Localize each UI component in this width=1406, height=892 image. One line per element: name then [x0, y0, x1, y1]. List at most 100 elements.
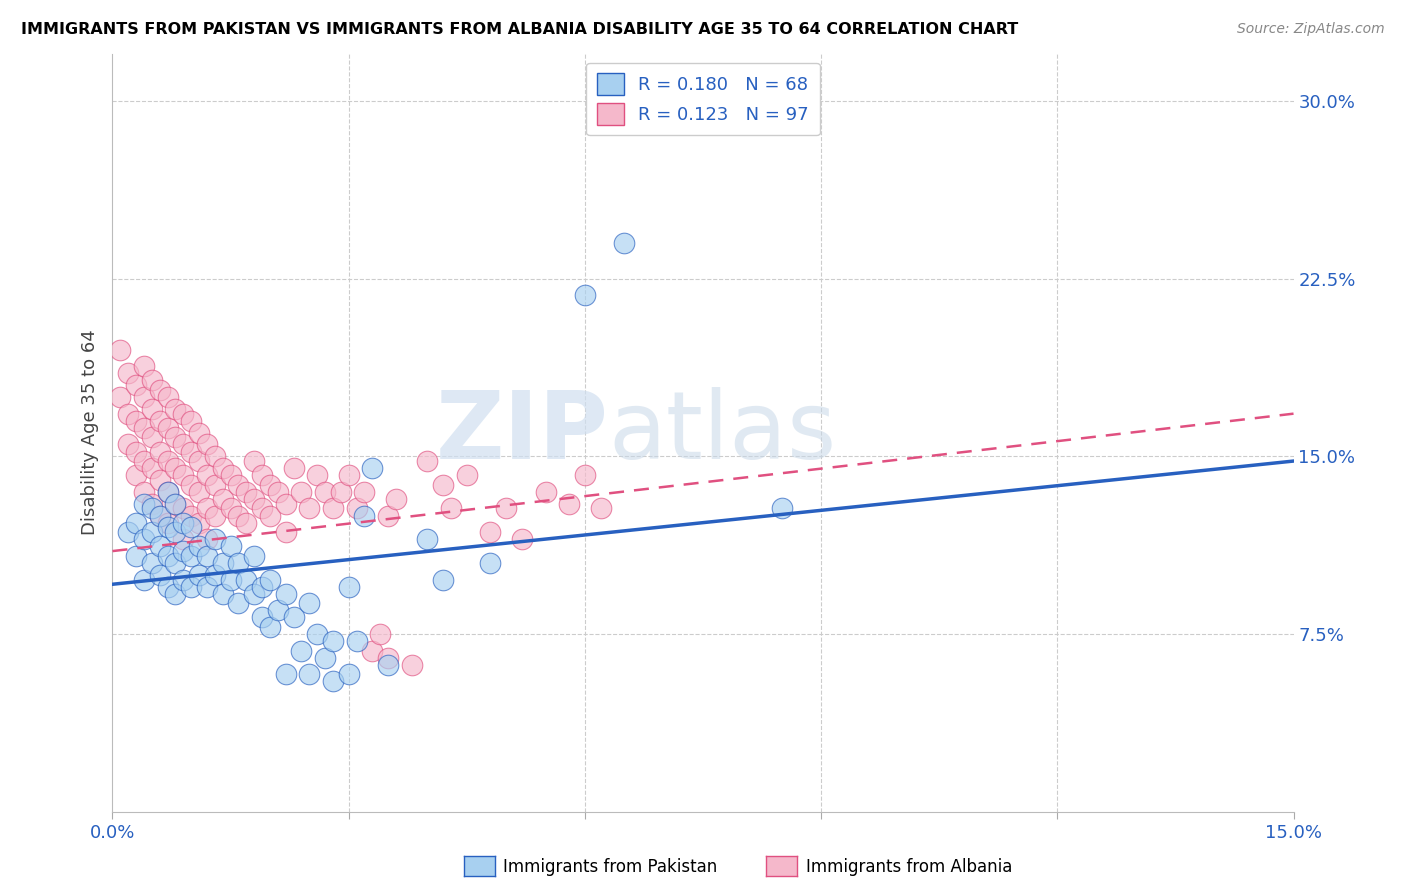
Point	[180, 549, 202, 563]
Point	[589, 501, 612, 516]
Point	[353, 484, 375, 499]
Point	[377, 650, 399, 665]
Point	[172, 544, 194, 558]
Point	[195, 501, 218, 516]
Point	[172, 573, 194, 587]
Point	[180, 508, 202, 523]
Point	[180, 580, 202, 594]
Point	[322, 634, 344, 648]
Point	[204, 450, 226, 464]
Point	[149, 383, 172, 397]
Point	[211, 556, 233, 570]
Point	[110, 390, 132, 404]
Point	[141, 501, 163, 516]
Point	[377, 508, 399, 523]
Point	[416, 533, 439, 547]
Point	[274, 497, 297, 511]
Point	[165, 497, 187, 511]
Point	[172, 533, 194, 547]
Point	[180, 520, 202, 534]
Point	[149, 508, 172, 523]
Point	[141, 497, 163, 511]
Point	[132, 497, 155, 511]
Point	[188, 454, 211, 468]
Point	[165, 556, 187, 570]
Point	[156, 484, 179, 499]
Point	[149, 473, 172, 487]
Point	[149, 444, 172, 458]
Point	[132, 573, 155, 587]
Point	[149, 414, 172, 428]
Point	[195, 549, 218, 563]
Point	[314, 650, 336, 665]
Point	[204, 533, 226, 547]
Legend: R = 0.180   N = 68, R = 0.123   N = 97: R = 0.180 N = 68, R = 0.123 N = 97	[586, 62, 820, 136]
Point	[165, 461, 187, 475]
Point	[243, 587, 266, 601]
Point	[141, 461, 163, 475]
Point	[132, 421, 155, 435]
Point	[195, 437, 218, 451]
Point	[141, 401, 163, 416]
Point	[510, 533, 533, 547]
Point	[574, 468, 596, 483]
Point	[243, 549, 266, 563]
Point	[125, 444, 148, 458]
Point	[574, 288, 596, 302]
Point	[401, 657, 423, 672]
Point	[307, 468, 329, 483]
Point	[259, 620, 281, 634]
Point	[770, 501, 793, 516]
Point	[290, 484, 312, 499]
Point	[195, 468, 218, 483]
Point	[156, 520, 179, 534]
Point	[479, 525, 502, 540]
Point	[432, 573, 454, 587]
Point	[274, 667, 297, 681]
Point	[307, 627, 329, 641]
Point	[172, 437, 194, 451]
Point	[235, 484, 257, 499]
Point	[172, 468, 194, 483]
Point	[149, 508, 172, 523]
Point	[149, 539, 172, 553]
Point	[117, 407, 139, 421]
Point	[188, 516, 211, 530]
Point	[117, 437, 139, 451]
Point	[432, 477, 454, 491]
Point	[283, 610, 305, 624]
Point	[250, 468, 273, 483]
Point	[156, 421, 179, 435]
Point	[250, 580, 273, 594]
Point	[558, 497, 581, 511]
Point	[172, 501, 194, 516]
Point	[353, 508, 375, 523]
Point	[132, 390, 155, 404]
Point	[385, 491, 408, 506]
Point	[337, 667, 360, 681]
Point	[259, 573, 281, 587]
Point	[329, 484, 352, 499]
Point	[125, 468, 148, 483]
Y-axis label: Disability Age 35 to 64: Disability Age 35 to 64	[80, 330, 98, 535]
Point	[243, 454, 266, 468]
Point	[204, 567, 226, 582]
Point	[274, 525, 297, 540]
Point	[172, 516, 194, 530]
Text: Immigrants from Pakistan: Immigrants from Pakistan	[503, 858, 717, 876]
Point	[337, 468, 360, 483]
Point	[243, 491, 266, 506]
Text: IMMIGRANTS FROM PAKISTAN VS IMMIGRANTS FROM ALBANIA DISABILITY AGE 35 TO 64 CORR: IMMIGRANTS FROM PAKISTAN VS IMMIGRANTS F…	[21, 22, 1018, 37]
Point	[259, 477, 281, 491]
Point	[479, 556, 502, 570]
Point	[180, 477, 202, 491]
Text: Immigrants from Albania: Immigrants from Albania	[806, 858, 1012, 876]
Point	[250, 610, 273, 624]
Point	[228, 556, 250, 570]
Point	[368, 627, 391, 641]
Point	[110, 343, 132, 357]
Point	[346, 501, 368, 516]
Point	[337, 580, 360, 594]
Point	[322, 501, 344, 516]
Point	[228, 508, 250, 523]
